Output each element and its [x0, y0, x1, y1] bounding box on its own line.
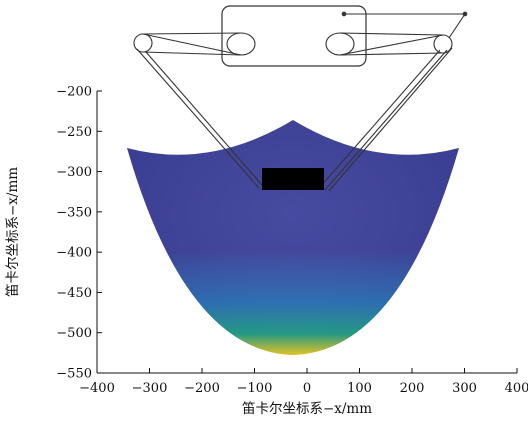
right-pulley	[325, 32, 355, 56]
left-pulley	[226, 32, 256, 56]
x-axis-ticks: −400 −300 −200 −100 0 100 200 300 400	[79, 368, 528, 396]
y-tick-label: −500	[56, 326, 92, 341]
x-tick-label: −100	[237, 381, 273, 396]
y-tick-label: −250	[56, 125, 92, 140]
y-axis-ticks: −200 −250 −300 −350 −400 −450 −500 −550	[56, 85, 102, 382]
y-axis-title: 笛卡尔坐标系−x/mm	[5, 167, 21, 297]
x-tick-label: 100	[347, 381, 372, 396]
x-tick-label: 0	[303, 381, 311, 396]
y-tick-label: −450	[56, 286, 92, 301]
base-frame	[221, 5, 367, 67]
y-tick-label: −200	[56, 85, 92, 100]
x-tick-label: −200	[184, 381, 220, 396]
y-tick-label: −300	[56, 165, 92, 180]
x-tick-label: 200	[400, 381, 425, 396]
delta-robot-mechanism	[133, 5, 468, 192]
x-tick-label: −300	[132, 381, 168, 396]
y-tick-label: −350	[56, 205, 92, 220]
end-effector-platform	[262, 168, 324, 190]
x-tick-label: 400	[505, 381, 528, 396]
y-tick-label: −400	[56, 246, 92, 261]
y-tick-label: −550	[56, 367, 92, 382]
x-tick-label: −400	[79, 381, 115, 396]
x-tick-label: 300	[452, 381, 477, 396]
x-axis-title: 笛卡尔坐标系−x/mm	[242, 401, 372, 417]
